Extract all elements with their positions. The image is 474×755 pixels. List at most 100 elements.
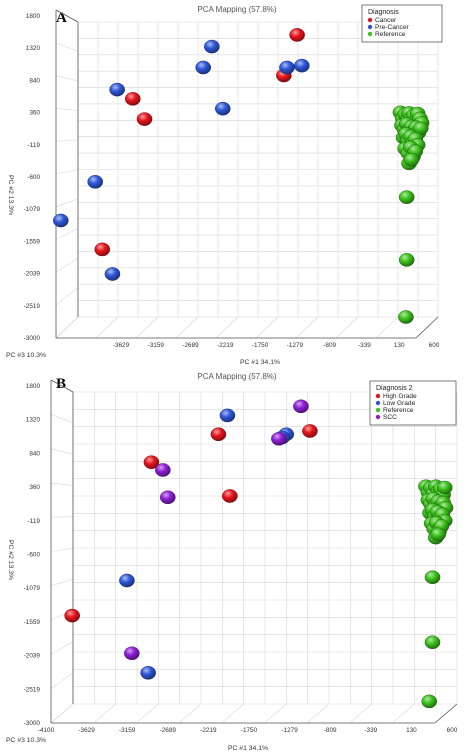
point-reference [403,152,420,167]
chart-a: A PCA Mapping (57.8%) -3629 -3159 -2689 -22… [6,4,443,366]
chart-b-y-tick-label: -1559 [24,619,41,626]
legend-label-cancer: Cancer [375,17,397,24]
chart-a-x-tick-label: -809 [323,342,336,349]
chart-b-legend-title: Diagnosis 2 [376,385,413,392]
point-scc [124,646,140,661]
chart-a-legend-title: Diagnosis [368,9,399,16]
point-high-grade [143,455,160,470]
legend-label-low-grade: Low Grade [383,400,416,407]
chart-b-y-tick-label: 1320 [26,417,41,424]
chart-a-y-tick-label: 840 [29,77,40,84]
chart-a-x-axis-label: PC #1 34.1% [240,359,280,366]
chart-b-y-tick-label: 840 [29,450,40,457]
legend-swatch-scc [375,414,381,420]
chart-a-y-tick-label: 1800 [26,13,41,20]
chart-a-x-tick-label: -339 [358,342,371,349]
chart-b-y-tick-label: -2039 [24,653,41,660]
legend-label-pre-cancer: Pre-Cancer [375,24,410,31]
chart-a-y-tick-label: -1079 [24,206,41,213]
chart-a-y-tick-label: 360 [29,110,40,117]
point-reference [436,480,453,495]
legend-swatch-reference [367,31,373,37]
point-scc [159,490,176,505]
legend-label-reference: Reference [375,31,406,38]
point-pre-cancer [279,60,295,75]
chart-b-title: PCA Mapping (57.8%) [197,372,276,381]
chart-b-y-tick-label: 1800 [26,383,41,390]
point-scc [271,431,287,446]
chart-b-y-axis-label: PC #2 13.3% [7,540,14,580]
chart-b-x-tick-label: -3629 [78,727,95,734]
legend-swatch-low-grade [375,400,381,406]
chart-a-y-tick-label: -3000 [24,335,41,342]
point-low-grade [119,573,135,588]
chart-b-y-tick-label: -1079 [24,585,41,592]
panel-label-a: A [56,10,67,26]
point-pre-cancer [204,39,220,54]
chart-a-y-tick-label: -119 [28,142,41,149]
legend-label-scc: SCC [383,414,397,421]
legend-swatch-pre-cancer [367,24,373,30]
panel-label-b: B [56,376,66,392]
chart-a-y-axis-label: PC #2 13.3% [7,175,14,215]
chart-a-y-tick-label: -2039 [24,271,41,278]
chart-a-x-tick-label: -3629 [113,342,130,349]
chart-b-y-tick-label: -119 [28,518,41,525]
chart-b-x-tick-label: 600 [447,727,458,734]
chart-a-x-tick-label: -2689 [182,342,199,349]
chart-b-x-tick-label: -3159 [119,727,136,734]
chart-b-x-tick-label: -4100 [38,727,55,734]
point-pre-cancer [104,267,121,281]
chart-b-y-tick-label: 360 [29,484,40,491]
chart-a-x-tick-label: 130 [394,342,405,349]
legend-label-reference: Reference [383,407,414,414]
point-reference [424,635,441,650]
point-high-grade [210,427,227,442]
point-high-grade [222,489,238,503]
point-reference [430,527,447,542]
chart-a-x-tick-label: 600 [429,342,440,349]
chart-b-legend-box [369,380,457,426]
chart-b-y-tick-label: -600 [27,552,40,559]
chart-b-x-tick-label: 130 [406,727,417,734]
chart-b: B PCA Mapping (57.8%) -4100 -3629 -3159 -26… [6,372,458,752]
legend-swatch-high-grade [375,393,381,399]
point-cancer [136,112,153,126]
chart-b-x-tick-label: -2689 [160,727,177,734]
chart-a-title: PCA Mapping (57.8%) [197,5,276,14]
point-high-grade [64,608,80,623]
chart-a-z-axis-label: PC #3 10.3% [6,352,46,359]
point-reference [398,310,414,324]
point-cancer [289,28,305,42]
legend-label-high-grade: High Grade [383,393,417,400]
chart-b-x-tick-label: -2219 [200,727,217,734]
chart-b-x-axis-label: PC #1 34.1% [228,745,268,752]
point-high-grade [302,424,318,438]
point-pre-cancer [87,174,104,189]
chart-a-x-tick-label: -1750 [252,342,269,349]
point-reference [398,190,415,204]
point-reference [424,570,441,585]
legend-swatch-reference [375,407,381,413]
chart-a-y-tick-label: 1320 [26,45,41,52]
chart-a-legend-box [361,4,443,43]
point-cancer [124,92,141,106]
chart-b-x-tick-label: -1279 [281,727,298,734]
point-scc [293,399,309,414]
chart-b-y-tick-label: -3000 [24,720,41,727]
chart-a-x-tick-label: -2219 [217,342,234,349]
chart-a-y-tick-label: -1559 [24,238,41,245]
point-scc [155,463,171,477]
chart-b-y-tick-label: -2519 [24,686,41,693]
point-cancer [94,242,111,257]
chart-a-y-tick-label: -600 [27,174,40,181]
chart-a-x-tick-label: -1279 [287,342,304,349]
chart-b-x-tick-label: -809 [324,727,337,734]
point-pre-cancer [294,58,310,73]
legend-swatch-cancer [367,17,373,23]
chart-b-x-tick-label: -1750 [241,727,258,734]
chart-a-y-tick-label: -2519 [24,303,41,310]
